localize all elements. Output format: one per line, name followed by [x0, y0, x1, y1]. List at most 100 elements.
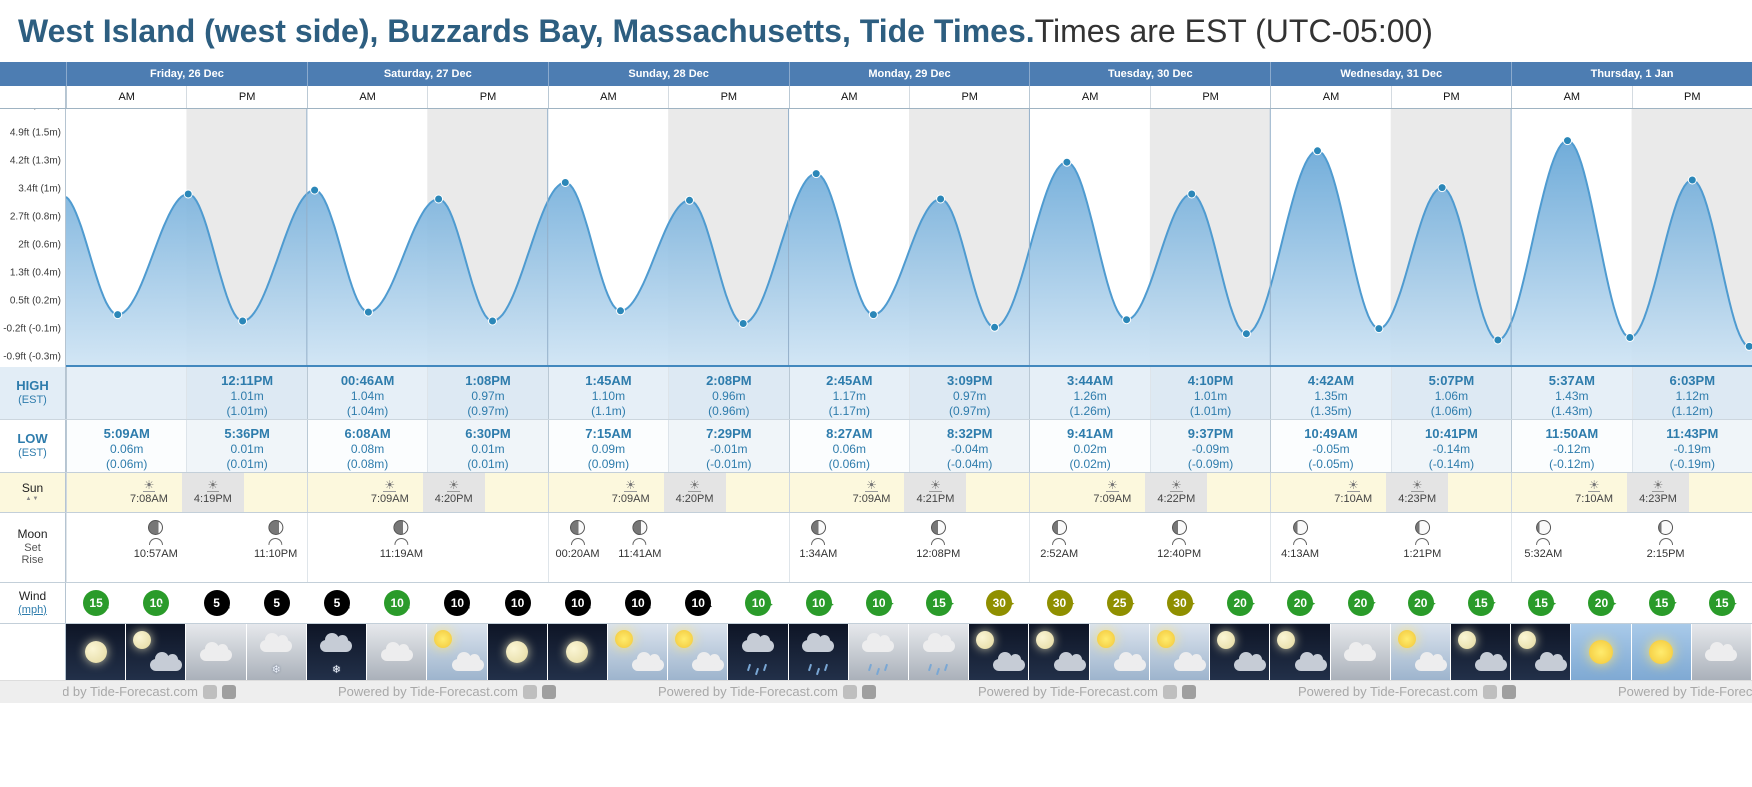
weather-icon-sun-cloud [1149, 624, 1211, 680]
wind-cell: 10 ▶ [668, 583, 728, 623]
footer-icon [1162, 684, 1177, 699]
day-header: Tuesday, 30 Dec [1029, 62, 1271, 86]
halfday-header-pm: PM [1631, 86, 1752, 108]
mph-unit-link[interactable]: (mph) [18, 603, 47, 616]
credit-link[interactable]: Powered by Tide-Forecast.com [978, 684, 1158, 699]
weather-icon-clear-night [547, 624, 608, 680]
sunrise-time: 7:10AM [1334, 493, 1373, 505]
low-tz-label: (EST) [18, 447, 47, 460]
wind-cell: 15 ▶ [66, 583, 126, 623]
cloud-icon [1705, 641, 1738, 661]
cloud-icon [150, 652, 183, 671]
sun-icon [675, 630, 694, 648]
sunrise-time: 7:10AM [1575, 493, 1614, 505]
credit-watermark[interactable]: Powered by Tide-Forecast.com [1618, 684, 1752, 699]
wind-speed-badge: 10 [865, 590, 892, 616]
low-tide-height: 0.01m [230, 442, 264, 457]
sunset-entry: ☀ 4:20PM [663, 473, 726, 512]
weather-icon-cloud [1330, 624, 1391, 680]
y-axis-label: 3.4ft (1m) [18, 183, 61, 195]
low-tide-cell: 8:32PM -0.04m (-0.04m) [909, 420, 1030, 473]
credit-link[interactable]: Powered by Tide-Forecast.com [338, 684, 518, 699]
moon-rise-arc-icon [632, 538, 647, 545]
wind-speed-badge: 20 [1287, 590, 1314, 616]
low-tide-time: 5:36PM [224, 426, 270, 441]
low-tide-height: -0.05m [1312, 442, 1350, 457]
low-tide-height: -0.04m [951, 442, 989, 457]
high-row-label: HIGH (EST) [0, 367, 66, 420]
high-tide-height: 1.43m [1555, 389, 1589, 404]
moon-phase-icon [1051, 520, 1067, 535]
low-tide-height-alt: (0.01m) [467, 457, 509, 472]
sun-icon [1397, 630, 1416, 648]
moon-rise-arc-icon [394, 538, 409, 545]
weather-icon-moon-cloud [1029, 624, 1090, 680]
wind-direction-arrow: ▶ [1127, 598, 1135, 608]
sunset-entry: ☀ 4:20PM [422, 473, 485, 512]
wind-label: Wind [18, 588, 47, 603]
moon-rise-arc-icon [1658, 538, 1673, 545]
sun-times-cell: ☀ 7:09AM ☀ 4:21PM [788, 473, 1030, 512]
sunrise-entry: ☀ 7:09AM [371, 473, 409, 512]
tide-high-dot [685, 195, 694, 205]
high-tide-time: 3:09PM [946, 373, 993, 388]
moon-rise-entry: 12:40PM [1157, 520, 1201, 560]
sun-times-cell: ☀ 7:08AM ☀ 4:19PM [66, 473, 307, 512]
credit-watermark[interactable]: Powered by Tide-Forecast.com [658, 684, 876, 699]
y-axis-labels: 5.6ft (1.7m) 4.9ft (1.5m) 4.2ft (1.3m) 3.4f… [0, 109, 66, 367]
weather-icon-sun-cloud [1390, 624, 1451, 680]
moon-icon [506, 641, 529, 663]
wind-speed-badge: 20 [1588, 590, 1615, 616]
low-tide-height-alt: (-0.19m) [1669, 457, 1715, 472]
credit-watermark[interactable]: Powered by Tide-Forecast.com [978, 684, 1196, 699]
moon-rise-time: 10:57AM [133, 548, 178, 560]
moon-phase-icon [1292, 520, 1308, 535]
credit-watermark[interactable]: Powered by Tide-Forecast.com [1298, 684, 1516, 699]
credit-watermark[interactable]: Powered by Tide-Forecast.com [338, 684, 556, 699]
cloud-icon [200, 641, 233, 661]
low-tide-height-alt: (0.08m) [346, 457, 389, 472]
credit-watermark[interactable]: Powered by Tide-Forecast.com [63, 684, 236, 699]
timezone-note: Times are EST (UTC-05:00) [1034, 12, 1433, 49]
wind-row: Wind (mph) 15 ▶ 10 ▶ 5 ▶ 5 ▶ 5 ▶ 10 ▶ 10 ▶ 10 ▶ 10 ▶ 10 ▶ 10… [0, 583, 1752, 624]
low-tide-cell: 9:37PM -0.09m (-0.09m) [1149, 420, 1271, 473]
sun-icon [1156, 630, 1175, 648]
wind-direction-arrow: ▶ [1248, 598, 1256, 608]
high-tide-height-alt: (1.17m) [828, 404, 870, 419]
cloud-icon [380, 641, 413, 661]
y-axis-label: 5.6ft (1.7m) [10, 109, 61, 111]
high-tide-height: 1.17m [832, 389, 866, 404]
moon-phase-icon [1535, 520, 1551, 535]
low-tide-height-alt: (-0.09m) [1187, 457, 1234, 472]
sun-times-cell: ☀ 7:09AM ☀ 4:20PM [306, 473, 548, 512]
sunrise-icon: ☀ [142, 478, 156, 492]
low-tide-cell: 8:27AM 0.06m (0.06m) [788, 420, 909, 473]
moon-rise-time: 2:15PM [1646, 548, 1685, 560]
moon-icon [1518, 631, 1537, 649]
wind-speed-badge: 15 [83, 590, 110, 616]
credit-link[interactable]: Powered by Tide-Forecast.com [658, 684, 838, 699]
low-tide-height: 0.08m [350, 442, 385, 457]
wind-direction-arrow: ▶ [1549, 598, 1557, 608]
wind-direction-arrow: ▶ [1187, 598, 1195, 608]
footer-icon [541, 684, 556, 699]
sun-times-cell: ☀ 7:09AM ☀ 4:22PM [1029, 473, 1270, 512]
tide-high-dot [434, 194, 444, 204]
ampm-header-row: AM PM AM PM AM PM AM PM AM PM AM PM AM PM [0, 86, 1752, 109]
low-tide-height-alt: (0.06m) [828, 457, 870, 472]
tide-low-dot [1374, 324, 1384, 334]
cloud-icon [320, 633, 353, 652]
low-tide-time: 9:41AM [1067, 426, 1114, 441]
tide-high-dot [1687, 175, 1697, 185]
moon-times-cell: 10:57AM 11:10PM [66, 513, 307, 582]
tide-low-dot [616, 306, 625, 316]
credit-link[interactable]: Powered by Tide-Forecast.com [1298, 684, 1478, 699]
wind-speed-badge: 10 [685, 590, 712, 616]
tide-low-dot [990, 322, 1000, 332]
sun-icon [614, 630, 633, 648]
credit-link[interactable]: Powered by Tide-Forecast.com [1618, 684, 1752, 699]
wind-cell: 25 ▶ [1090, 583, 1150, 623]
high-tide-time: 12:11PM [221, 373, 274, 388]
credit-link[interactable]: Powered by Tide-Forecast.com [63, 684, 198, 699]
tide-low-dot [488, 316, 497, 326]
